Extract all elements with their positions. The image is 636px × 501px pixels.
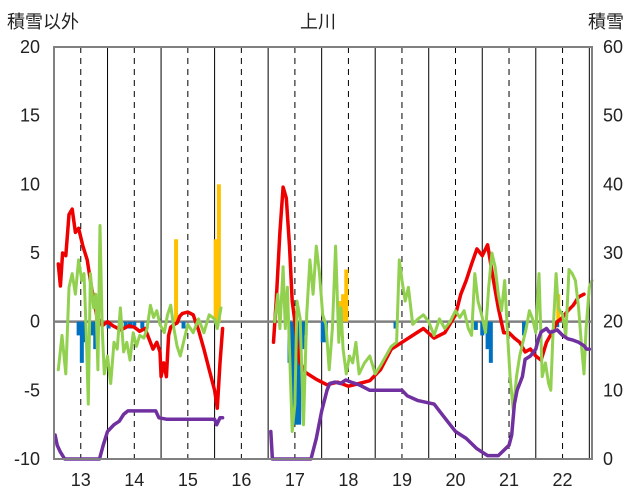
blue-bar [132, 321, 137, 326]
x-tick-label: 20 [445, 470, 465, 490]
orange-bar [213, 239, 218, 322]
blue-bar [488, 321, 493, 363]
x-tick-label: 18 [338, 470, 358, 490]
blue-bar [522, 321, 527, 336]
green-line [273, 244, 594, 433]
orange-bar [174, 239, 179, 322]
right-axis-title: 積雪 [588, 12, 624, 32]
right-tick-label: 50 [603, 106, 623, 126]
blue-bar [93, 321, 98, 350]
left-axis-title: 積雪以外 [7, 12, 79, 32]
blue-bar [393, 321, 398, 329]
red-line [56, 207, 225, 410]
right-tick-label: 10 [603, 380, 623, 400]
x-tick-label: 22 [553, 470, 573, 490]
right-tick-label: 60 [603, 37, 623, 57]
tick-labels: -10 -5 0 5 10 15 20 0 10 20 30 40 50 60 13 14 15 16 17 18 19… [14, 37, 623, 490]
x-tick-label: 17 [285, 470, 305, 490]
blue-bar [320, 321, 325, 343]
x-tick-label: 16 [231, 470, 251, 490]
x-tick-label: 15 [178, 470, 198, 490]
blue-bar [79, 321, 84, 363]
blue-bar [123, 321, 128, 329]
x-tick-label: 19 [392, 470, 412, 490]
blue-bar [89, 321, 94, 336]
blue-bar [140, 321, 145, 329]
left-tick-label: 20 [20, 37, 40, 57]
left-tick-label: 0 [30, 312, 40, 332]
orange-bar [341, 294, 346, 322]
right-tick-label: 20 [603, 312, 623, 332]
green-line [56, 224, 223, 406]
right-tick-label: 40 [603, 174, 623, 194]
blue-bar [297, 321, 302, 425]
orange-bar [344, 269, 349, 322]
orange-bar [216, 184, 221, 322]
chart-title: 上川 [300, 12, 336, 32]
blue-bar [181, 321, 186, 329]
blue-bar [480, 321, 485, 336]
left-tick-label: 5 [30, 243, 40, 263]
blue-bar [300, 321, 305, 350]
x-tick-label: 14 [124, 470, 144, 490]
line-series [53, 185, 594, 461]
right-tick-label: 0 [603, 449, 613, 469]
blue-bar [290, 321, 295, 411]
left-tick-label: -10 [14, 449, 40, 469]
blue-bar [473, 321, 478, 330]
left-tick-label: 15 [20, 106, 40, 126]
plot-frame [53, 46, 593, 460]
left-tick-label: -5 [24, 380, 40, 400]
blue-bar [106, 321, 111, 329]
blue-bar [76, 321, 81, 336]
x-tick-label: 13 [71, 470, 91, 490]
x-tick-label: 21 [499, 470, 519, 490]
purple-line [269, 326, 592, 461]
left-tick-label: 10 [20, 174, 40, 194]
right-tick-label: 30 [603, 243, 623, 263]
blue-bar [485, 321, 490, 350]
